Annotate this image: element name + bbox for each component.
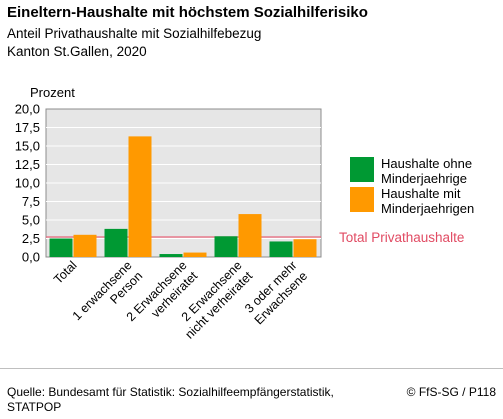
bar bbox=[128, 136, 152, 257]
y-tick-label: 2,5 bbox=[22, 231, 40, 246]
chart-title: Eineltern-Haushalte mit höchstem Sozialh… bbox=[7, 4, 368, 21]
y-tick-label: 0,0 bbox=[22, 250, 40, 265]
bar bbox=[269, 241, 293, 257]
bars bbox=[49, 136, 317, 257]
grid-lines bbox=[46, 127, 321, 239]
y-axis-ticks: 0,0 2,5 5,0 7,5 10,0 12,5 15,0 17,5 20,0 bbox=[15, 102, 40, 265]
y-tick-label: 5,0 bbox=[22, 213, 40, 228]
legend-label: Haushalte mit bbox=[381, 186, 461, 201]
bar bbox=[159, 254, 183, 257]
footer-divider bbox=[0, 368, 503, 369]
bar bbox=[49, 238, 73, 257]
legend-label: Haushalte ohne bbox=[381, 156, 472, 171]
credit-note: © FfS-SG / P118 bbox=[406, 385, 496, 399]
y-tick-label: 12,5 bbox=[15, 157, 40, 172]
legend-label: Minderjaehrige bbox=[381, 171, 467, 186]
y-tick-label: 10,0 bbox=[15, 176, 40, 191]
bar bbox=[104, 228, 128, 257]
chart-subtitle: Anteil Privathaushalte mit Sozialhilfebe… bbox=[7, 26, 262, 41]
y-tick-label: 15,0 bbox=[15, 139, 40, 154]
bar bbox=[238, 214, 262, 257]
x-tick-label-line: Total bbox=[51, 258, 80, 287]
bar bbox=[214, 236, 238, 257]
reference-line-label: Total Privathaushalte bbox=[339, 230, 464, 245]
bar bbox=[293, 239, 317, 257]
y-axis-label: Prozent bbox=[30, 85, 75, 100]
chart-subtitle-region-year: Kanton St.Gallen, 2020 bbox=[7, 44, 147, 59]
bar bbox=[73, 234, 97, 257]
x-tick-label: 3 oder mehrErwachsene bbox=[241, 258, 310, 327]
y-tick-label: 20,0 bbox=[15, 102, 40, 117]
legend-swatch bbox=[350, 157, 374, 182]
bar bbox=[183, 252, 207, 257]
legend-label: Minderjaehrigen bbox=[381, 201, 474, 216]
y-tick-label: 7,5 bbox=[22, 194, 40, 209]
y-tick-label: 17,5 bbox=[15, 120, 40, 135]
legend-swatch bbox=[350, 187, 374, 212]
source-note: Quelle: Bundesamt für Statistik: Sozialh… bbox=[7, 385, 334, 414]
x-tick-label: Total bbox=[51, 258, 80, 287]
